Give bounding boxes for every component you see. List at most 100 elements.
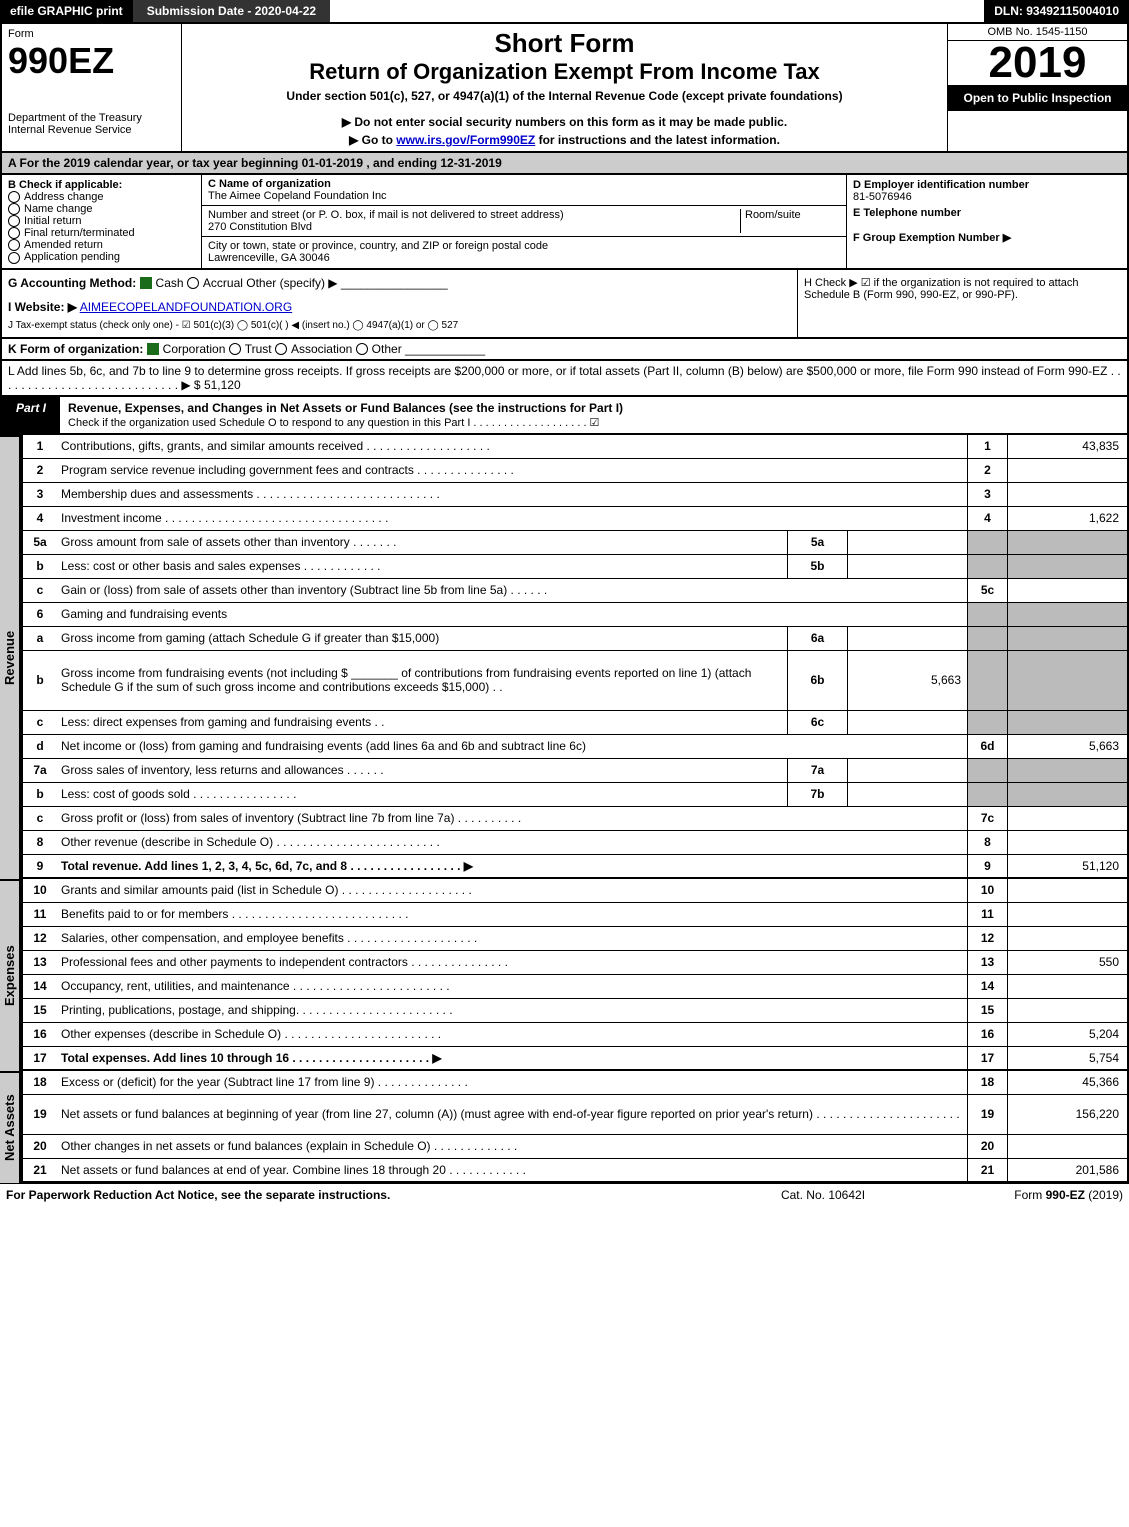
line-2-rval [1007,459,1127,482]
check-final-return[interactable]: Final return/terminated [8,227,195,239]
line-7b-num: b [23,787,57,801]
room-suite-label: Room/suite [740,209,840,233]
line-7c-desc: Gross profit or (loss) from sales of inv… [57,808,967,828]
line-5c-rval [1007,579,1127,602]
tel-label: E Telephone number [853,207,1121,219]
line-3-rval [1007,483,1127,506]
line-19-rnum: 19 [967,1095,1007,1134]
line-18-desc: Excess or (deficit) for the year (Subtra… [57,1072,967,1092]
tax-year: 2019 [948,41,1127,85]
row-g: G Accounting Method: Cash Accrual Other … [2,270,797,337]
line-6-rval [1007,603,1127,626]
line-10-rval [1007,879,1127,902]
check-name-change[interactable]: Name change [8,203,195,215]
line-1-rval: 43,835 [1007,435,1127,458]
line-13-rval: 550 [1007,951,1127,974]
check-pending[interactable]: Application pending [8,251,195,263]
line-6a-rval [1007,627,1127,650]
line-7a-num: 7a [23,763,57,777]
row-l: L Add lines 5b, 6c, and 7b to line 9 to … [0,361,1129,397]
line-20-rnum: 20 [967,1135,1007,1158]
line-6d-rval: 5,663 [1007,735,1127,758]
line-4-num: 4 [23,511,57,525]
line-14-rval [1007,975,1127,998]
title-short-form: Short Form [186,28,943,59]
city-value: Lawrenceville, GA 30046 [208,252,840,264]
line-6d-desc: Net income or (loss) from gaming and fun… [57,736,967,756]
line-5c-rnum: 5c [967,579,1007,602]
check-accrual[interactable]: Accrual [187,276,243,290]
line-21-num: 21 [23,1163,57,1177]
line-7c-num: c [23,811,57,825]
box-b: B Check if applicable: Address change Na… [2,175,202,268]
public-inspection: Open to Public Inspection [948,85,1127,111]
line-8-rnum: 8 [967,831,1007,854]
line-5a-rnum [967,531,1007,554]
form-header: Form 990EZ Department of the Treasury In… [0,24,1129,153]
line-16-rnum: 16 [967,1023,1007,1046]
group-exemption-label: F Group Exemption Number ▶ [853,231,1121,244]
line-7a-rval [1007,759,1127,782]
expenses-table: Expenses 10Grants and similar amounts pa… [0,879,1129,1071]
check-corporation[interactable]: Corporation [147,342,226,356]
line-7b-sc: 7b [787,783,847,806]
note-link-pre: ▶ Go to [349,133,396,147]
line-17-rval: 5,754 [1007,1047,1127,1069]
line-5c-desc: Gain or (loss) from sale of assets other… [57,580,967,600]
note-ssn: ▶ Do not enter social security numbers o… [186,115,943,129]
check-other-org[interactable]: Other [356,342,402,356]
line-13-rnum: 13 [967,951,1007,974]
check-cash[interactable]: Cash [140,276,184,290]
box-d: D Employer identification number 81-5076… [847,175,1127,268]
line-21-rval: 201,586 [1007,1159,1127,1181]
row-j: J Tax-exempt status (check only one) - ☑… [8,320,791,331]
netassets-table: Net Assets 18Excess or (deficit) for the… [0,1071,1129,1183]
line-1-desc: Contributions, gifts, grants, and simila… [57,436,967,456]
line-18-num: 18 [23,1075,57,1089]
line-11-desc: Benefits paid to or for members . . . . … [57,904,967,924]
line-5a-desc: Gross amount from sale of assets other t… [57,532,787,552]
line-21-rnum: 21 [967,1159,1007,1181]
part1-tag: Part I [2,397,60,433]
line-7a-sv [847,759,967,782]
check-trust[interactable]: Trust [229,342,272,356]
check-initial-return[interactable]: Initial return [8,215,195,227]
line-3-desc: Membership dues and assessments . . . . … [57,484,967,504]
line-8-num: 8 [23,835,57,849]
line-7b-rval [1007,783,1127,806]
line-6d-rnum: 6d [967,735,1007,758]
website-label: I Website: ▶ [8,300,77,314]
section-gh: G Accounting Method: Cash Accrual Other … [0,270,1129,339]
line-9-desc: Total revenue. Add lines 1, 2, 3, 4, 5c,… [57,856,967,876]
check-amended[interactable]: Amended return [8,239,195,251]
efile-print-button[interactable]: efile GRAPHIC print [0,0,133,22]
line-6b-desc: Gross income from fundraising events (no… [57,663,787,697]
line-6c-rval [1007,711,1127,734]
sidelabel-revenue: Revenue [0,435,21,879]
check-address-change[interactable]: Address change [8,191,195,203]
topbar-spacer [330,0,984,22]
line-6b-sv: 5,663 [847,651,967,710]
line-12-rnum: 12 [967,927,1007,950]
org-name: The Aimee Copeland Foundation Inc [208,190,840,202]
row-k-label: K Form of organization: [8,342,143,356]
row-h: H Check ▶ ☑ if the organization is not r… [797,270,1127,337]
line-5b-rnum [967,555,1007,578]
line-6-rnum [967,603,1007,626]
line-14-desc: Occupancy, rent, utilities, and maintena… [57,976,967,996]
line-7b-desc: Less: cost of goods sold . . . . . . . .… [57,784,787,804]
line-19-num: 19 [23,1107,57,1121]
box-b-title: B Check if applicable: [8,179,195,191]
check-association[interactable]: Association [275,342,352,356]
website-link[interactable]: AIMEECOPELANDFOUNDATION.ORG [80,300,292,314]
line-15-rnum: 15 [967,999,1007,1022]
line-6-desc: Gaming and fundraising events [57,604,967,624]
line-9-rval: 51,120 [1007,855,1127,877]
row-k: K Form of organization: Corporation Trus… [0,339,1129,361]
line-1-num: 1 [23,439,57,453]
line-11-num: 11 [23,907,57,921]
irs-link[interactable]: www.irs.gov/Form990EZ [396,133,535,147]
note-link-row: ▶ Go to www.irs.gov/Form990EZ for instru… [186,133,943,147]
period-bar: A For the 2019 calendar year, or tax yea… [0,153,1129,175]
line-12-num: 12 [23,931,57,945]
